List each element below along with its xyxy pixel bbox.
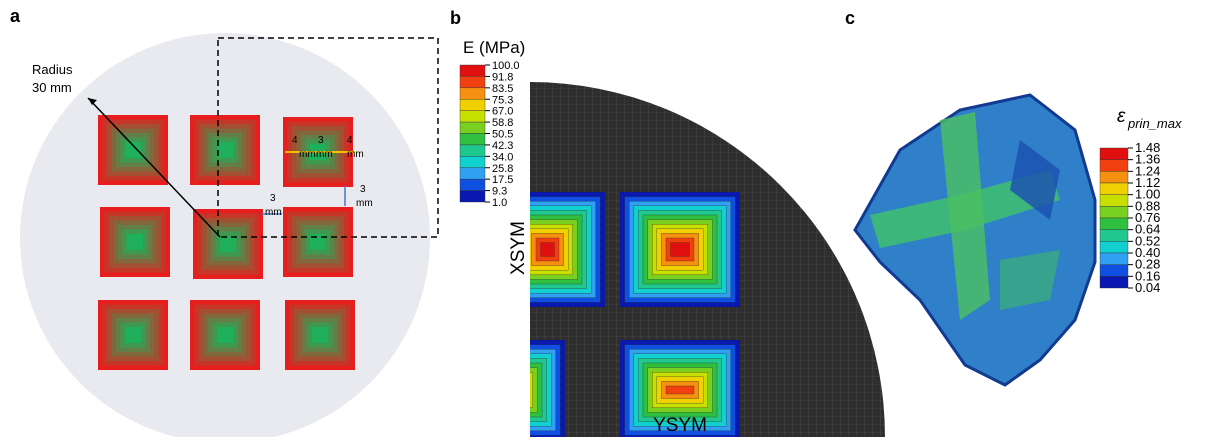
colorbar-block	[1100, 195, 1128, 207]
colorbar-block	[1100, 265, 1128, 277]
colorbar-block	[1100, 171, 1128, 183]
dim-label: mm	[299, 149, 316, 160]
gradient-square	[312, 327, 328, 343]
colorbar-block	[460, 191, 485, 202]
colorbar-block	[1100, 276, 1128, 288]
colorbar-label: 100.0	[492, 60, 520, 72]
colorbar-block	[460, 168, 485, 179]
colorbar-block	[1100, 218, 1128, 230]
colorbar-label: 58.8	[492, 117, 513, 129]
dim-label: mm	[347, 149, 364, 160]
dim-label: mm	[356, 198, 373, 209]
panel-label: c	[845, 8, 855, 28]
modulus-square	[513, 363, 542, 417]
panel-c: c ε prin_max 1.481.361.241.121.000.880.7…	[845, 8, 1182, 385]
colorbar-block	[460, 179, 485, 190]
dim-label: 3	[270, 193, 276, 204]
panel-label: a	[10, 6, 21, 26]
colorbar-label: 42.3	[492, 140, 513, 152]
colorbar-block	[460, 111, 485, 122]
page: a Radius 30 mm 4mm3mm4mm3mm3mm b E (MPa)…	[0, 0, 1214, 442]
gradient-square	[217, 327, 233, 343]
gradient-square	[127, 234, 143, 250]
colorbar-symbol: ε	[1117, 106, 1126, 127]
sym-label: YSYM	[653, 415, 707, 436]
dim-label: mm	[265, 207, 282, 218]
dim-label: mm	[316, 149, 333, 160]
colorbar-label: 9.3	[492, 186, 507, 198]
modulus-square	[518, 368, 538, 413]
colorbar-block	[460, 88, 485, 99]
colorbar-label: 83.5	[492, 83, 513, 95]
colorbar-block	[1100, 183, 1128, 195]
modulus-square	[522, 372, 533, 408]
dim-label: 4	[292, 135, 298, 146]
colorbar-label: 75.3	[492, 94, 513, 106]
colorbar-block	[1100, 206, 1128, 218]
colorbar-block	[1100, 148, 1128, 160]
colorbar-label: 67.0	[492, 106, 513, 118]
modulus-square	[666, 386, 694, 394]
modulus-square	[527, 377, 528, 403]
dim-label: 4	[347, 135, 353, 146]
colorbar-label: 1.0	[492, 197, 507, 209]
colorbar-block	[460, 145, 485, 156]
colorbar-label: 91.8	[492, 71, 513, 83]
gradient-square	[220, 236, 236, 252]
radius-label: Radius	[32, 62, 73, 77]
sym-label: XSYM	[508, 221, 529, 275]
colorbar-block	[460, 122, 485, 133]
colorbar-label: 0.04	[1135, 280, 1160, 295]
colorbar-label: 34.0	[492, 151, 513, 163]
figure: a Radius 30 mm 4mm3mm4mm3mm3mm b E (MPa)…	[0, 0, 1214, 437]
dim-label: 3	[360, 184, 366, 195]
colorbar-label: 25.8	[492, 163, 513, 175]
modulus-square	[671, 243, 690, 257]
colorbar-label: 17.5	[492, 174, 513, 186]
colorbar-block	[1100, 230, 1128, 242]
colorbar-block	[460, 134, 485, 145]
gradient-square	[217, 142, 233, 158]
radius-label: 30 mm	[32, 80, 72, 95]
colorbar-block	[460, 76, 485, 87]
colorbar-block	[1100, 160, 1128, 172]
colorbar-subscript: prin_max	[1127, 116, 1182, 131]
colorbar-block	[1100, 253, 1128, 265]
colorbar-block	[1100, 241, 1128, 253]
colorbar-label: 50.5	[492, 129, 513, 141]
colorbar-block	[460, 65, 485, 76]
colorbar-block	[460, 99, 485, 110]
panel-label: b	[450, 8, 461, 28]
gradient-square	[125, 327, 141, 343]
panel-b: b E (MPa) 100.091.883.575.367.058.850.54…	[450, 8, 885, 437]
dim-label: 3	[318, 135, 324, 146]
modulus-square	[541, 243, 555, 257]
colorbar-title: E (MPa)	[463, 38, 525, 57]
colorbar-block	[460, 156, 485, 167]
